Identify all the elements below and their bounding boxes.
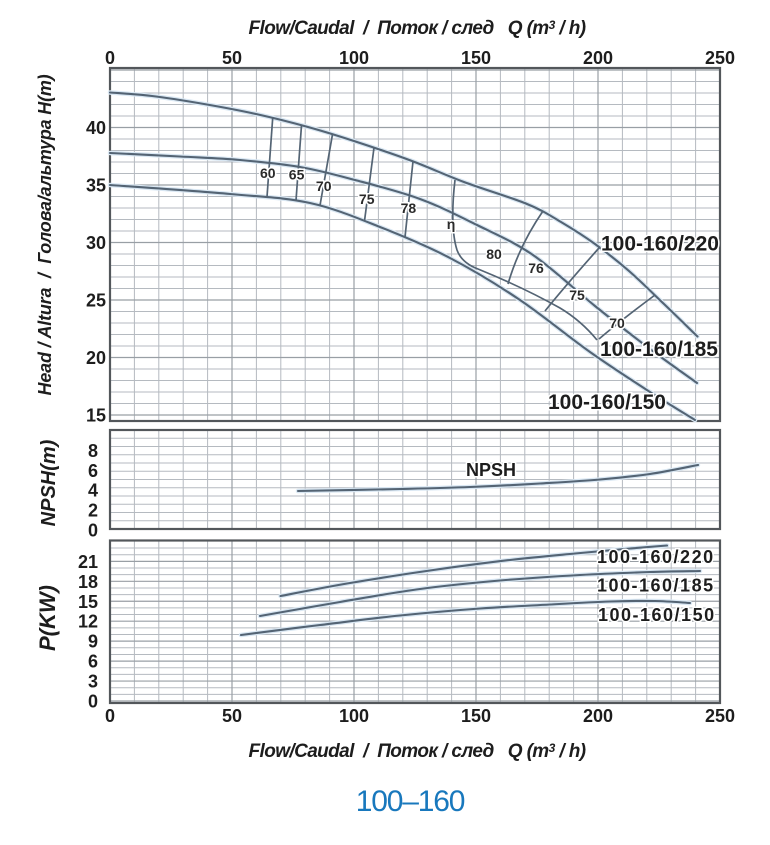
svg-text:76: 76 [528,260,544,276]
svg-text:6: 6 [88,461,98,481]
svg-text:75: 75 [569,287,585,303]
svg-text:75: 75 [359,191,375,207]
svg-text:η: η [447,216,456,232]
svg-text:12: 12 [78,612,98,632]
svg-text:100-160/220: 100-160/220 [601,233,719,256]
svg-text:60: 60 [260,165,276,181]
svg-text:100-160/150: 100-160/150 [598,605,716,625]
svg-text:18: 18 [78,572,98,592]
svg-text:0: 0 [105,48,115,68]
svg-text:78: 78 [401,200,417,216]
svg-text:150: 150 [461,48,491,68]
svg-text:100-160/185: 100-160/185 [597,576,715,596]
svg-text:50: 50 [222,48,242,68]
svg-text:3: 3 [88,672,98,692]
svg-text:70: 70 [609,315,625,331]
svg-text:65: 65 [289,167,305,183]
svg-text:0: 0 [88,692,98,712]
svg-text:100–160: 100–160 [356,785,465,818]
svg-text:20: 20 [86,348,106,368]
svg-text:200: 200 [583,706,613,726]
svg-text:200: 200 [583,48,613,68]
svg-text:250: 250 [705,48,735,68]
svg-text:8: 8 [88,441,98,461]
svg-text:70: 70 [316,178,332,194]
svg-text:0: 0 [88,521,98,541]
svg-text:Flow/Caudal / Поток / след: Flow/Caudal / Поток / след Q (m3 / h) [249,741,586,762]
svg-text:9: 9 [88,632,98,652]
svg-text:Flow/Caudal / Поток / след: Flow/Caudal / Поток / след Q (m3 / h) [249,18,586,39]
svg-text:100: 100 [339,48,369,68]
svg-text:250: 250 [705,706,735,726]
svg-text:6: 6 [88,652,98,672]
svg-text:40: 40 [86,118,106,138]
svg-text:21: 21 [78,552,98,572]
svg-text:25: 25 [86,291,106,311]
svg-text:2: 2 [88,501,98,521]
svg-text:P(KW): P(KW) [35,585,60,651]
svg-text:4: 4 [88,481,98,501]
svg-text:NPSH(m): NPSH(m) [38,439,60,526]
svg-text:80: 80 [486,246,502,262]
svg-text:100-160/150: 100-160/150 [548,391,666,414]
svg-text:Head / Altura / Голова/альту: Head / Altura / Голова/альтура H(m) [35,74,55,395]
svg-text:100: 100 [339,706,369,726]
svg-text:30: 30 [86,233,106,253]
svg-text:100-160/220: 100-160/220 [597,547,715,567]
svg-text:NPSH: NPSH [466,460,516,480]
svg-text:15: 15 [78,592,98,612]
svg-text:50: 50 [222,706,242,726]
svg-text:150: 150 [461,706,491,726]
svg-text:35: 35 [86,176,106,196]
svg-text:15: 15 [86,406,106,426]
svg-text:100-160/185: 100-160/185 [600,338,718,361]
svg-text:0: 0 [105,706,115,726]
